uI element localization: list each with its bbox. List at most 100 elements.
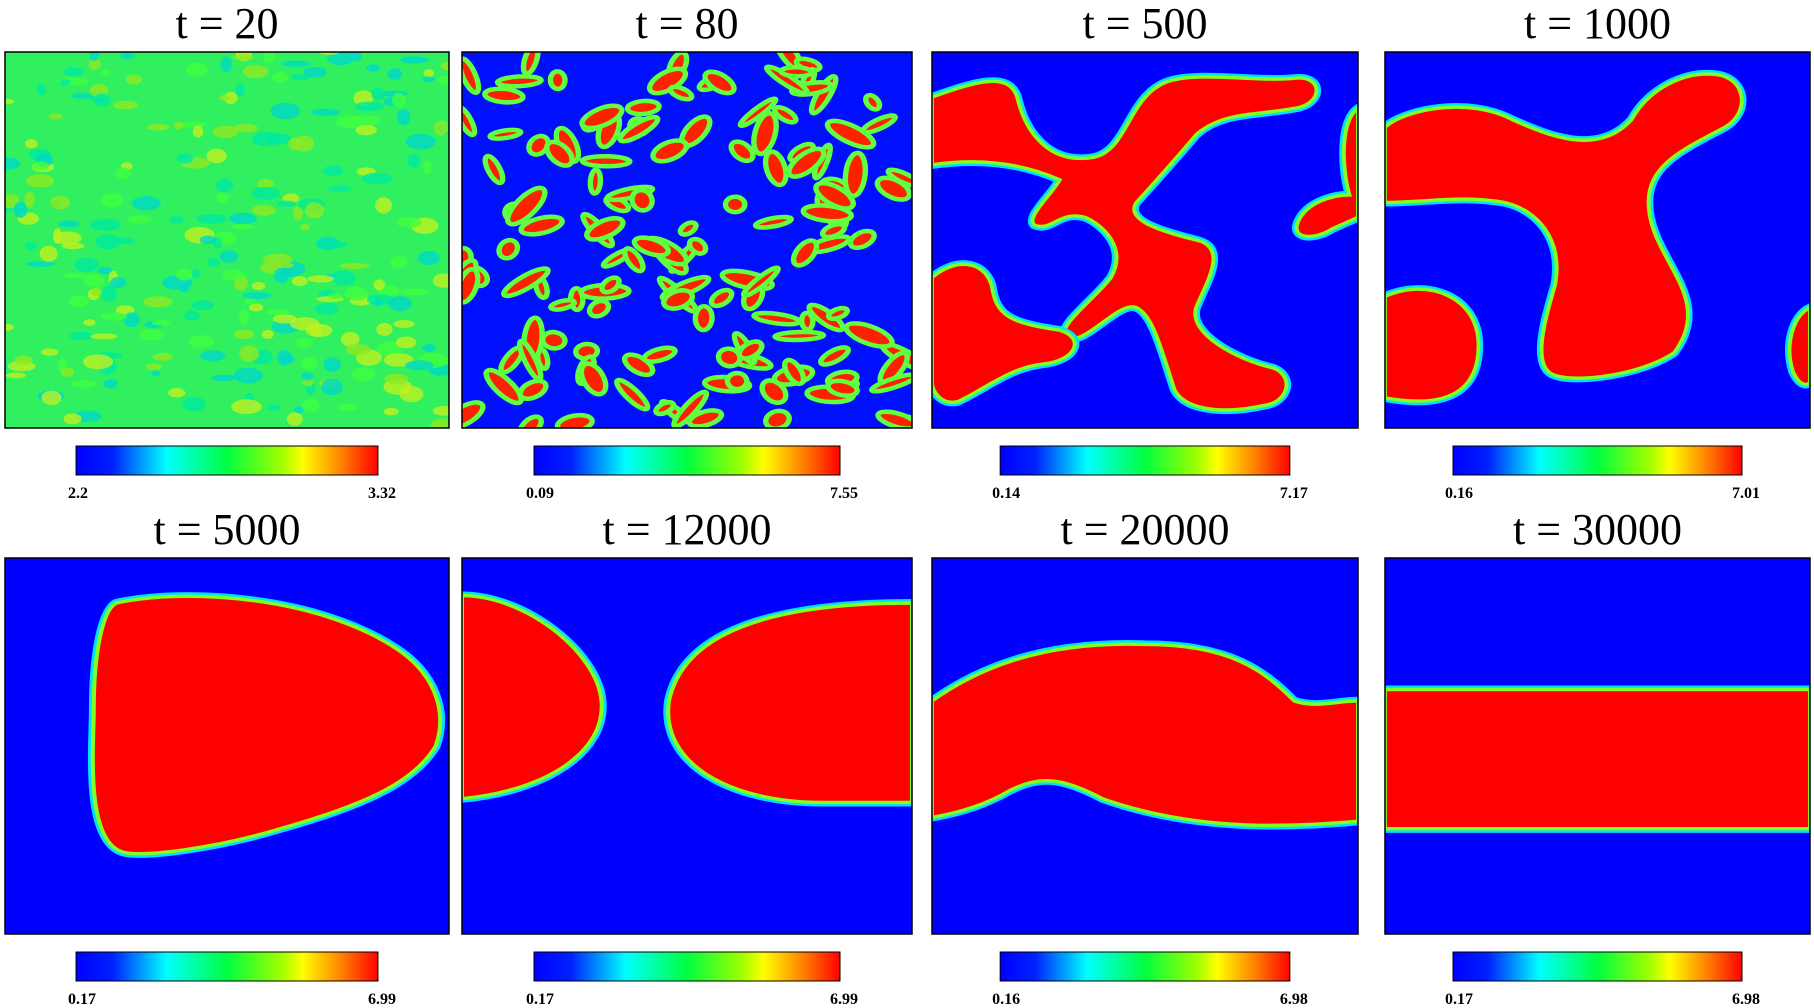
colorbar-max-label: 6.99 — [830, 991, 858, 1008]
field-spot — [89, 218, 121, 231]
field-domain — [462, 593, 604, 801]
field-spot — [311, 108, 340, 116]
field-domain — [825, 378, 860, 399]
field-spot — [59, 79, 72, 86]
field-spot — [366, 294, 394, 305]
field-spot — [90, 333, 118, 340]
field-spot — [224, 91, 238, 104]
field-plot — [5, 558, 449, 934]
field-spot — [82, 273, 105, 288]
field-spot — [273, 267, 290, 284]
field-spot — [151, 370, 161, 377]
field-spot — [182, 396, 206, 412]
field-spot — [211, 374, 236, 382]
panel-frame — [1384, 557, 1811, 935]
field-spot — [354, 101, 384, 112]
field-spot — [432, 405, 449, 416]
field-spot — [93, 93, 111, 107]
field-spot — [60, 367, 75, 378]
field-domain — [629, 187, 655, 213]
field-spot — [120, 52, 135, 60]
field-domain — [579, 153, 633, 169]
field-spot — [328, 292, 343, 300]
field-spot — [277, 349, 292, 366]
field-spot — [323, 357, 342, 372]
field-spot — [262, 52, 275, 64]
colorbar — [75, 951, 379, 982]
field-spot — [5, 372, 26, 379]
field-spot — [219, 94, 230, 101]
field-domain — [728, 139, 756, 164]
field-plot — [1385, 558, 1810, 934]
field-spot — [399, 386, 424, 403]
field-spot — [265, 309, 290, 316]
field-spot — [63, 272, 87, 279]
field-domain — [800, 203, 854, 224]
field-spot — [281, 60, 311, 67]
panel: t = 1000 0.16 7.01 — [1384, 0, 1811, 502]
field-domain — [641, 345, 678, 364]
field-domain — [650, 138, 690, 164]
field-spot — [376, 322, 393, 336]
panel: t = 30000 0.17 6.98 — [1384, 505, 1811, 1008]
field-domain — [782, 357, 807, 387]
panel-title: t = 20 — [175, 0, 278, 48]
field-spot — [301, 357, 318, 371]
field-spot — [288, 137, 303, 151]
field-spot — [373, 279, 385, 291]
field-domain — [825, 305, 851, 322]
field-domain — [724, 370, 750, 392]
field-spot — [361, 172, 393, 185]
field-spot — [233, 367, 263, 384]
field-spot — [251, 281, 266, 290]
field-domain — [932, 262, 1077, 404]
field-spot — [351, 367, 376, 382]
field-domain — [482, 153, 506, 186]
field-spot — [291, 276, 308, 287]
field-domain — [90, 594, 443, 856]
field-domain — [544, 139, 575, 168]
field-spot — [53, 231, 82, 245]
field-spot — [191, 300, 215, 311]
field-spot — [257, 178, 274, 189]
field-spot — [50, 195, 71, 210]
field-spot — [307, 275, 335, 283]
field-spot — [290, 73, 310, 81]
field-domain — [737, 96, 779, 129]
field-spot — [127, 215, 152, 224]
field-domain — [666, 601, 912, 805]
colorbar-max-label: 7.01 — [1732, 485, 1760, 502]
field-domain — [813, 180, 856, 211]
field-spot — [286, 412, 303, 426]
field-spot — [387, 68, 403, 80]
field-domain — [708, 287, 735, 309]
field-domain — [722, 194, 748, 215]
panel-title: t = 1000 — [1524, 0, 1671, 48]
field-spot — [138, 329, 165, 341]
panel-title: t = 500 — [1082, 0, 1207, 48]
field-spot — [207, 257, 220, 267]
field-spot — [112, 100, 139, 110]
field-domain — [462, 400, 486, 428]
field-spot — [344, 286, 369, 301]
field-spot — [176, 153, 194, 164]
field-spot — [114, 167, 132, 180]
colorbar-max-label: 6.99 — [368, 991, 396, 1008]
field-spot — [271, 71, 289, 83]
field-spot — [339, 263, 371, 270]
panel-frame — [461, 51, 913, 429]
field-spot — [350, 52, 362, 62]
field-domain — [487, 127, 524, 141]
field-spot — [152, 352, 173, 362]
field-spot — [314, 303, 339, 315]
field-spot — [383, 407, 399, 416]
field-spot — [300, 223, 310, 231]
field-spot — [40, 348, 59, 356]
field-spot — [377, 341, 403, 358]
field-domain — [1787, 305, 1810, 386]
field-spot — [231, 399, 262, 415]
field-spot — [373, 299, 383, 307]
field-spot — [39, 245, 58, 262]
field-spot — [5, 98, 15, 105]
field-domain — [751, 110, 779, 157]
